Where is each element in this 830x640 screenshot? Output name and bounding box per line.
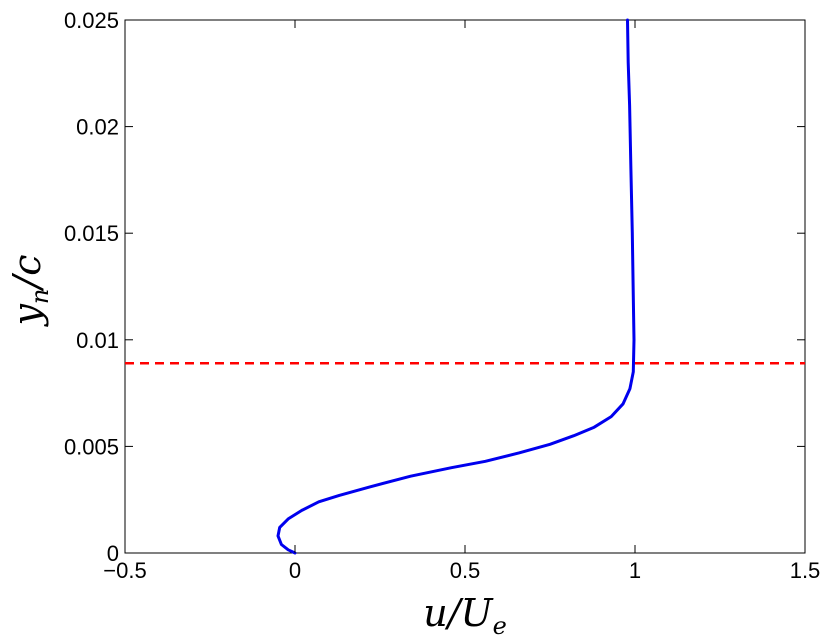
- y-axis-label-slash: /: [5, 273, 49, 293]
- velocity-profile-line: [276, 18, 636, 555]
- x-tick-label: 0.5: [450, 558, 481, 583]
- y-tick-label: 0.02: [76, 115, 119, 140]
- y-tick-label: 0.005: [64, 434, 119, 459]
- x-axis-label-main: u: [423, 591, 447, 635]
- y-axis-label-main2: c: [5, 254, 49, 275]
- x-axis-label-slash: /: [444, 591, 464, 635]
- y-axis-label: yn/c: [5, 254, 54, 327]
- series-layer: [276, 18, 636, 555]
- axes-box: [124, 19, 806, 554]
- x-axis-label: u/Ue: [423, 591, 507, 640]
- y-tick-label: 0.01: [76, 328, 119, 353]
- y-tick-label: 0.025: [64, 8, 119, 33]
- y-tick-label: 0.015: [64, 221, 119, 246]
- x-tick-label: 1: [629, 558, 641, 583]
- x-axis-label-sub: e: [493, 612, 507, 640]
- x-tick-label: −0.5: [103, 558, 146, 583]
- x-tick-label: 1.5: [790, 558, 821, 583]
- x-tick-label: 0: [289, 558, 301, 583]
- y-axis-label-sub: n: [26, 289, 54, 304]
- y-axis-label-main: y: [5, 304, 49, 328]
- x-axis-label-main2: U: [461, 591, 495, 635]
- y-tick-label: 0: [107, 541, 119, 566]
